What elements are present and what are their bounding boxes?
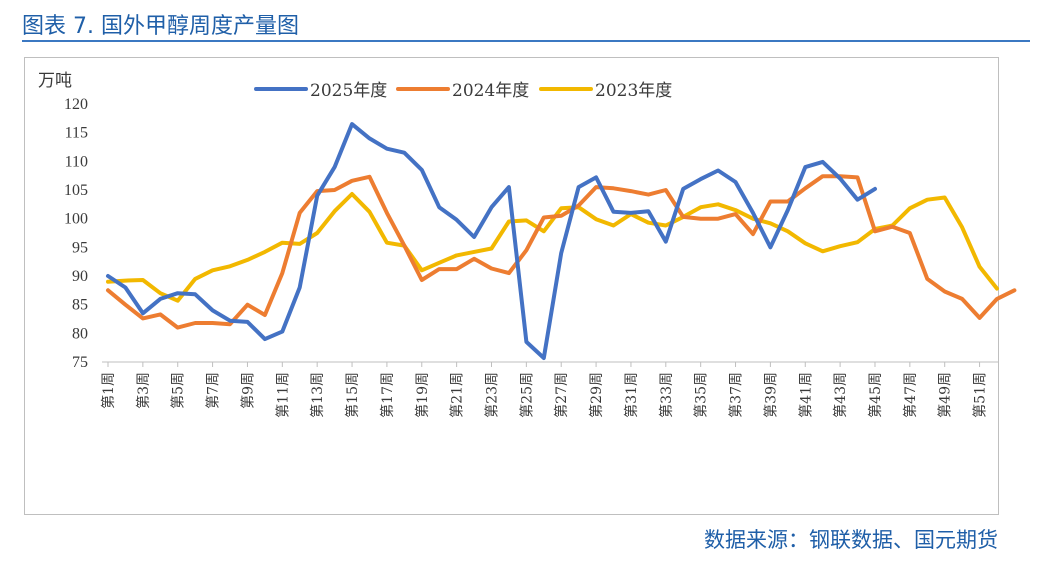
x-tick-label: 第1周 (100, 372, 117, 409)
source-note: 数据来源：钢联数据、国元期货 (704, 528, 998, 552)
legend-label: 2024年度 (452, 81, 529, 101)
y-axis-unit-label: 万吨 (38, 71, 72, 91)
series-line-2025年度 (106, 122, 877, 360)
x-tick-label: 第47周 (902, 372, 919, 418)
x-tick-label: 第9周 (239, 372, 256, 409)
x-tick-label: 第49周 (937, 372, 954, 418)
y-tick-label: 90 (72, 268, 88, 285)
chart-frame (24, 57, 999, 515)
x-tick-label: 第21周 (449, 372, 466, 418)
x-tick-label: 第31周 (623, 372, 640, 418)
y-tick-label: 95 (72, 239, 88, 256)
x-tick-label: 第35周 (693, 372, 710, 418)
x-tick-label: 第13周 (309, 372, 326, 418)
y-tick-label: 100 (64, 211, 88, 228)
legend-label: 2025年度 (310, 81, 387, 101)
x-tick-label: 第5周 (170, 372, 187, 409)
x-tick-label: 第41周 (797, 372, 814, 418)
x-tick-label: 第27周 (553, 372, 570, 418)
x-tick-label: 第29周 (588, 372, 605, 418)
y-tick-label: 80 (72, 325, 88, 342)
x-tick-label: 第45周 (867, 372, 884, 418)
title-underline (22, 40, 1030, 42)
y-tick-label: 115 (65, 125, 88, 142)
x-tick-label: 第17周 (379, 372, 396, 418)
y-tick-label: 85 (72, 297, 88, 314)
figure-title: 图表 7. 国外甲醇周度产量图 (22, 14, 299, 39)
x-tick-label: 第7周 (205, 372, 222, 409)
x-tick-label: 第51周 (972, 372, 989, 418)
y-tick-label: 75 (72, 354, 88, 371)
x-tick-label: 第3周 (135, 372, 152, 409)
x-tick-label: 第37周 (728, 372, 745, 418)
series-lines (106, 122, 1017, 360)
x-tick-label: 第15周 (344, 372, 361, 418)
x-tick-label: 第43周 (832, 372, 849, 418)
x-tick-label: 第25周 (518, 372, 535, 418)
legend: 2025年度 2024年度 2023年度 (254, 81, 672, 101)
x-tick-label: 第23周 (483, 372, 500, 418)
x-tick-label: 第39周 (762, 372, 779, 418)
x-tick-label: 第19周 (414, 372, 431, 418)
legend-label: 2023年度 (595, 81, 672, 101)
y-tick-label: 105 (64, 182, 88, 199)
series-line-2023年度 (106, 192, 999, 303)
y-tick-label: 120 (64, 96, 88, 113)
y-axis: 75 80 85 90 95 100 105 110 115 120 (64, 96, 88, 371)
x-tick-label: 第33周 (658, 372, 675, 418)
x-tick-label: 第11周 (274, 372, 291, 418)
y-tick-label: 110 (65, 153, 88, 170)
x-axis: 第1周 第3周 第5周 第7周 第9周 第11周 第13周 第15周 第17周 第19周 第21周第… (100, 362, 989, 418)
